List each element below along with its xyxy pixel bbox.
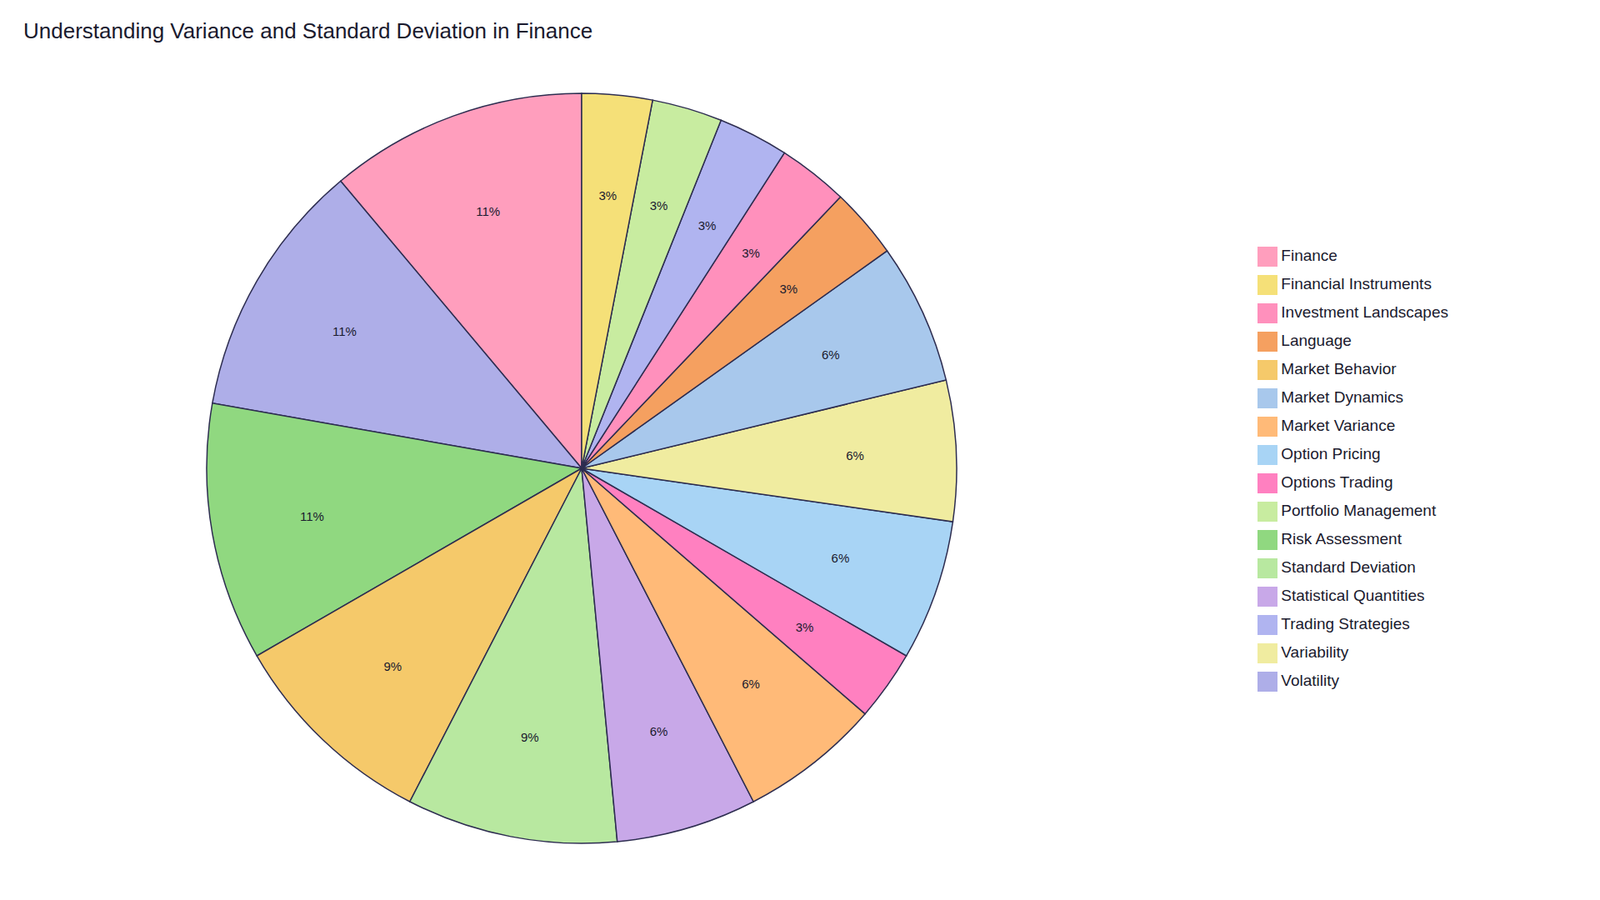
svg-text:3%: 3%: [741, 245, 760, 260]
html-text:Financial Instruments: Financial Instruments: [1281, 275, 1432, 293]
svg-text:9%: 9%: [383, 659, 402, 674]
svg-text:9%: 9%: [520, 730, 540, 745]
svg-text:6%: 6%: [831, 550, 850, 565]
html-text:Standard Deviation: Standard Deviation: [1281, 558, 1416, 576]
svg-text:11%: 11%: [332, 324, 357, 339]
html-text:Trading Strategies: Trading Strategies: [1281, 615, 1410, 633]
svg-text:11%: 11%: [475, 204, 500, 219]
svg-text:6%: 6%: [845, 448, 865, 463]
html-text:Market Variance: Market Variance: [1281, 416, 1396, 435]
html-text:Market Behavior: Market Behavior: [1281, 360, 1397, 378]
svg-text:3%: 3%: [795, 620, 815, 635]
html-text:Variability: Variability: [1281, 643, 1349, 661]
html-text:Understanding Variance and Sta: Understanding Variance and Standard Devi…: [23, 18, 593, 44]
svg-text:6%: 6%: [741, 676, 760, 691]
svg-text:6%: 6%: [650, 724, 669, 739]
html-text:Market Dynamics: Market Dynamics: [1281, 388, 1404, 406]
svg-text:3%: 3%: [779, 281, 798, 296]
svg-text:6%: 6%: [821, 347, 840, 362]
svg-text:3%: 3%: [698, 218, 717, 233]
html-text:Options Trading: Options Trading: [1281, 473, 1393, 491]
html-text:Investment Landscapes: Investment Landscapes: [1281, 303, 1449, 321]
html-text:Risk Assessment: Risk Assessment: [1281, 530, 1402, 548]
html-text:Language: Language: [1281, 331, 1352, 350]
html-text:Option Pricing: Option Pricing: [1281, 445, 1381, 463]
html-text:Statistical Quantities: Statistical Quantities: [1281, 586, 1425, 605]
html-text:Portfolio Management: Portfolio Management: [1281, 501, 1436, 520]
svg-text:11%: 11%: [300, 509, 325, 524]
svg-text:3%: 3%: [598, 188, 617, 203]
html-text:Volatility: Volatility: [1281, 671, 1340, 690]
html-text:Finance: Finance: [1281, 246, 1338, 265]
svg-text:3%: 3%: [650, 198, 669, 213]
